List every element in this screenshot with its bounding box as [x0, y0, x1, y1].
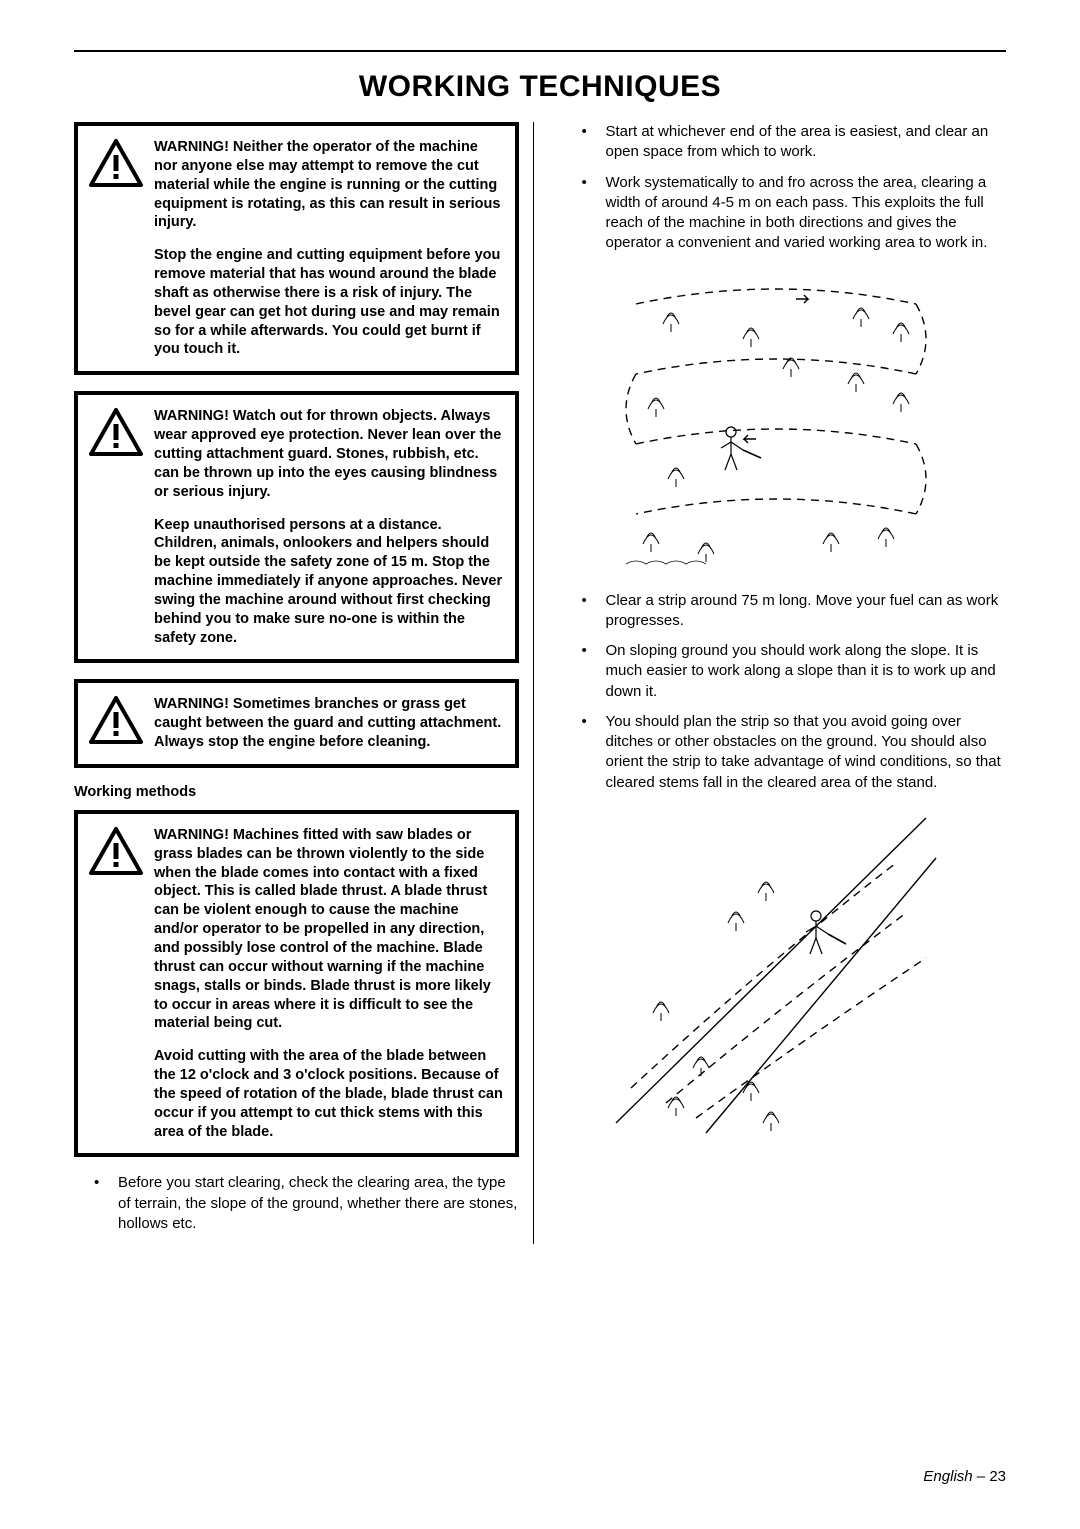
footer-page-number: 23 [989, 1468, 1006, 1485]
bullets-right-top: Start at whichever end of the area is ea… [562, 122, 1007, 254]
list-item: Start at whichever end of the area is ea… [562, 122, 1007, 163]
list-item: You should plan the strip so that you av… [562, 712, 1007, 793]
bullets-left: Before you start clearing, check the cle… [74, 1173, 519, 1234]
warning-1-p1: WARNING! Neither the operator of the mac… [154, 138, 505, 232]
warning-icon [88, 407, 144, 457]
footer-lang: English [923, 1468, 972, 1485]
list-item: On sloping ground you should work along … [562, 641, 1007, 702]
list-item: Clear a strip around 75 m long. Move you… [562, 591, 1007, 632]
warning-3-p1: WARNING! Sometimes branches or grass get… [154, 695, 505, 752]
page-footer: English – 23 [923, 1468, 1006, 1485]
list-item: Before you start clearing, check the cle… [74, 1173, 519, 1234]
warning-icon [88, 826, 144, 876]
page-title: WORKING TECHNIQUES [74, 70, 1006, 104]
warning-icon [88, 138, 144, 188]
section-subheading: Working methods [74, 784, 519, 800]
warning-2-p1: WARNING! Watch out for thrown objects. A… [154, 407, 505, 501]
warning-2-p2: Keep unauthorised persons at a distance.… [154, 516, 505, 648]
list-item: Work systematically to and fro across th… [562, 173, 1007, 254]
bullets-right-bottom: Clear a strip around 75 m long. Move you… [562, 591, 1007, 793]
warning-box-4: WARNING! Machines fitted with saw blades… [74, 810, 519, 1158]
warning-box-3: WARNING! Sometimes branches or grass get… [74, 679, 519, 768]
footer-sep: – [977, 1468, 985, 1485]
illustration-serpentine [596, 264, 1007, 579]
warning-1-p2: Stop the engine and cutting equipment be… [154, 246, 505, 359]
right-column: Start at whichever end of the area is ea… [562, 122, 1007, 1244]
illustration-slope [596, 803, 1007, 1148]
warning-icon [88, 695, 144, 745]
warning-box-1: WARNING! Neither the operator of the mac… [74, 122, 519, 375]
left-column: WARNING! Neither the operator of the mac… [74, 122, 534, 1244]
warning-4-p1: WARNING! Machines fitted with saw blades… [154, 826, 505, 1033]
warning-box-2: WARNING! Watch out for thrown objects. A… [74, 391, 519, 663]
warning-4-p2: Avoid cutting with the area of the blade… [154, 1047, 505, 1141]
